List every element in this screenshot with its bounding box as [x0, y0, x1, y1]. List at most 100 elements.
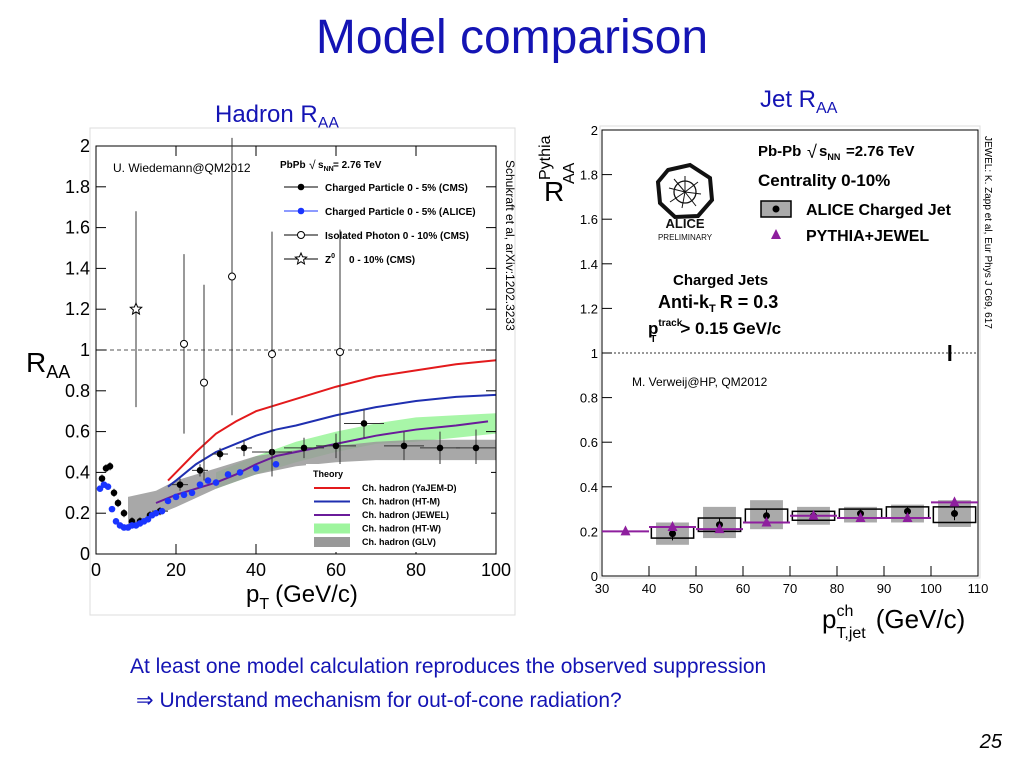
- isolated-photon-point: [180, 339, 188, 348]
- y-tick-label: 1.8: [65, 177, 90, 197]
- cms-charged-point: [400, 442, 408, 450]
- cms-charged-point: [300, 444, 308, 452]
- x-tick-label: 40: [642, 581, 656, 596]
- y-tick-label: 1.4: [580, 257, 598, 272]
- x-tick-label: 40: [246, 560, 266, 580]
- right-y-axis-label-sub: AA: [561, 162, 578, 184]
- y-tick-label: 1.2: [65, 299, 90, 319]
- y-tick-label: 1: [80, 340, 90, 360]
- jet-raa-heading: Jet RAA: [760, 86, 837, 118]
- alice-charged-point: [108, 505, 116, 513]
- curve-ch-hadron-jewel-: [155, 420, 489, 504]
- theory-legend-swatch: [314, 523, 350, 534]
- cms-charged-point: [240, 444, 248, 452]
- jet-raa-chart: 30 40 50 60 70 80 90 100 110 0 0.2 0.4 0.6 0.8 1 1.2 1.4…: [537, 123, 993, 642]
- alice-charged-point: [224, 471, 232, 478]
- legend-label: PYTHIA+JEWEL: [806, 228, 929, 245]
- cms-charged-point: [472, 444, 480, 452]
- svg-text:ALICE: ALICE: [666, 216, 705, 231]
- theory-legend-label: Ch. hadron (YaJEM-D): [362, 483, 457, 493]
- alice-charged-point: [152, 509, 160, 517]
- legend-label: ALICE Charged Jet: [806, 202, 952, 219]
- curve-ch-hadron-ht-m-: [167, 393, 497, 488]
- cms-charged-point: [114, 499, 122, 507]
- jewel-point: [855, 512, 866, 523]
- isolated-photon-point: [228, 272, 236, 281]
- alice-charged-point: [180, 491, 188, 499]
- jewel-point: [761, 516, 772, 527]
- jet-heading-sub: AA: [816, 99, 838, 117]
- legend-marker-dot: [772, 205, 780, 213]
- theory-legend-label: Ch. hadron (GLV): [362, 537, 436, 547]
- left-x-axis-label: pT (GeV/c): [246, 581, 358, 613]
- y-tick-label: 0: [591, 569, 598, 584]
- cms-charged-point: [120, 509, 128, 517]
- jewel-point: [949, 496, 960, 507]
- page-number: 25: [979, 731, 1002, 753]
- right-side-reference: JEWEL: K. Zapp et al, Eur Phys J C69, 61…: [982, 136, 993, 329]
- alice-charged-point: [144, 516, 152, 523]
- cms-charged-point: [110, 489, 118, 497]
- x-tick-label: 70: [783, 581, 797, 596]
- alice-charged-point: [236, 469, 244, 476]
- x-tick-label: 100: [481, 560, 511, 580]
- y-tick-label: 0.2: [65, 503, 90, 523]
- theory-legend-label: Ch. hadron (HT-M): [362, 497, 440, 507]
- isolated-photon-point: [268, 350, 276, 359]
- left-side-reference: Schukraft et al, arXiv:1202.3233: [503, 160, 517, 331]
- cms-charged-point: [332, 442, 340, 450]
- left-system-label: PbPb: [280, 160, 306, 171]
- right-y-axis-label-sup: Pythia: [537, 135, 554, 180]
- theory-legend-title: Theory: [313, 469, 343, 479]
- right-header-system: Pb-Pb: [758, 143, 801, 160]
- z-boson-point: [129, 301, 143, 316]
- cms-charged-point: [196, 467, 204, 474]
- slide-title: Model comparison: [315, 11, 709, 64]
- y-tick-label: 1.4: [65, 258, 90, 278]
- legend-label: Isolated Photon 0 - 10% (CMS): [325, 231, 469, 242]
- cms-charged-point: [98, 475, 106, 482]
- alice-charged-point: [104, 483, 112, 490]
- cms-charged-point: [106, 462, 114, 470]
- hadron-raa-chart: 0 20 40 60 80 10000.20.40.60.811.21.41.61.82 …: [26, 127, 517, 616]
- legend-marker: [297, 183, 305, 191]
- y-tick-label: 1: [591, 346, 598, 361]
- alice-charged-point: [112, 518, 120, 525]
- y-tick-label: 2: [80, 136, 90, 156]
- x-tick-label: 80: [830, 581, 844, 596]
- legend-label: Charged Particle 0 - 5% (ALICE): [325, 207, 476, 218]
- legend-label: Z0 0 - 10% (CMS): [325, 253, 415, 266]
- alice-logo: ALICE PRELIMINARY: [655, 162, 715, 242]
- right-y-axis-label: R: [544, 176, 564, 207]
- jet-heading-text: Jet R: [760, 86, 817, 113]
- alice-charged-point: [212, 479, 220, 486]
- alice-jet-point: [904, 507, 911, 515]
- y-tick-label: 0.6: [580, 435, 598, 450]
- alice-charged-point: [188, 489, 196, 497]
- cms-charged-point: [216, 450, 224, 458]
- alice-charged-point: [204, 477, 212, 484]
- y-tick-label: 0.4: [65, 462, 90, 482]
- theory-legend-swatch: [314, 537, 350, 547]
- y-tick-label: 1.2: [580, 301, 598, 316]
- x-tick-label: 0: [91, 560, 101, 580]
- y-tick-label: 2: [591, 123, 598, 138]
- x-tick-label: 60: [736, 581, 750, 596]
- legend-marker: [771, 229, 781, 239]
- alice-jet-point: [763, 512, 770, 520]
- cms-charged-point: [436, 444, 444, 452]
- x-tick-label: 60: [326, 560, 346, 580]
- legend-marker: [297, 207, 305, 215]
- x-tick-label: 50: [689, 581, 703, 596]
- alice-charged-point: [96, 485, 104, 493]
- jewel-point: [808, 509, 819, 520]
- jet-label-3: ptrack T> 0.15 GeV/c: [648, 318, 781, 345]
- jewel-point: [667, 520, 678, 531]
- y-tick-label: 0.6: [65, 422, 90, 442]
- jewel-point: [620, 525, 631, 536]
- hadron-heading-text: Hadron R: [215, 101, 318, 128]
- y-tick-label: 0.8: [65, 381, 90, 401]
- isolated-photon-point: [200, 378, 208, 387]
- alice-charged-point: [172, 493, 180, 501]
- y-tick-label: 0.8: [580, 391, 598, 406]
